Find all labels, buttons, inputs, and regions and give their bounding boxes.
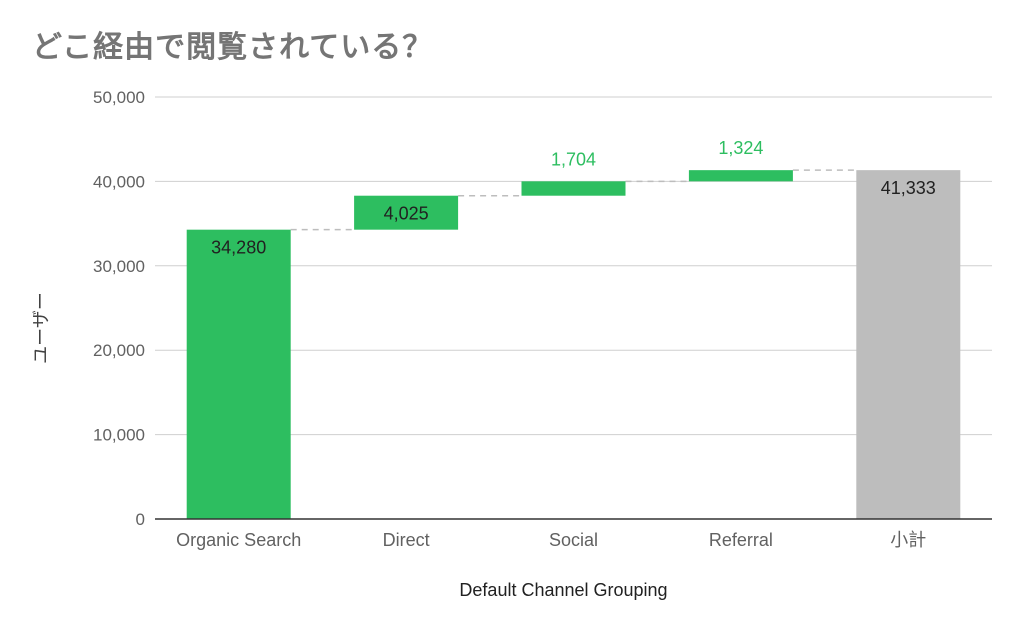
bar	[521, 181, 626, 196]
x-category-label: Direct	[383, 530, 430, 550]
bars	[186, 170, 961, 519]
x-category-label: Organic Search	[176, 530, 301, 550]
data-labels: 34,280 4,025 1,704 1,324 41,333	[211, 138, 936, 258]
x-category-label: 小計	[890, 530, 926, 550]
x-axis-title: Default Channel Grouping	[459, 580, 667, 600]
chart-title: どこ経由で閲覧されている？	[32, 30, 434, 65]
y-tick-label: 20,000	[93, 341, 145, 360]
y-tick-label: 50,000	[93, 88, 145, 107]
y-tick-label: 0	[136, 510, 145, 529]
bar	[856, 170, 961, 519]
data-label: 1,704	[551, 149, 596, 169]
data-label: 34,280	[211, 238, 266, 258]
y-tick-labels: 0 10,000 20,000 30,000 40,000 50,000	[93, 88, 145, 529]
bar	[688, 170, 793, 182]
x-category-label: Referral	[709, 530, 773, 550]
data-label: 4,025	[384, 204, 429, 224]
y-axis-title: ユーザー	[31, 292, 52, 364]
x-category-labels: Organic Search Direct Social Referral 小計	[176, 530, 926, 550]
data-label: 1,324	[718, 138, 763, 158]
data-label: 41,333	[881, 178, 936, 198]
y-tick-label: 10,000	[93, 426, 145, 445]
y-tick-label: 40,000	[93, 172, 145, 191]
x-category-label: Social	[549, 530, 598, 550]
bar	[186, 229, 291, 519]
y-tick-label: 30,000	[93, 257, 145, 276]
bar	[354, 195, 459, 230]
